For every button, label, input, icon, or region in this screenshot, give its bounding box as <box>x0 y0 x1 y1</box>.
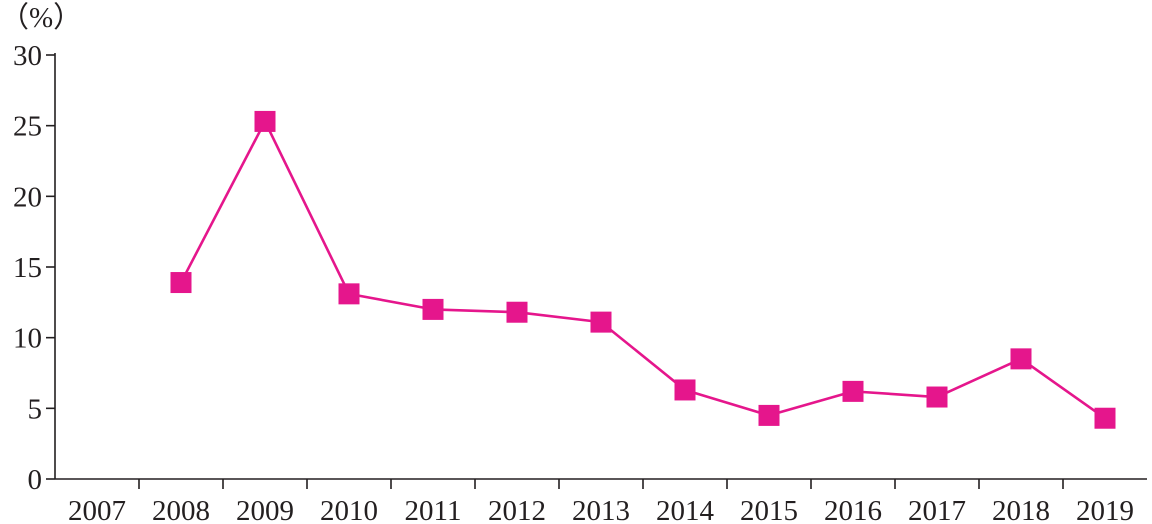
y-tick-label: 20 <box>13 181 42 213</box>
x-tick-label: 2015 <box>740 495 798 524</box>
series-line <box>179 120 1106 420</box>
x-tick-label: 2013 <box>572 495 630 524</box>
axes <box>54 53 1147 480</box>
x-tick-label: 2010 <box>320 495 378 524</box>
data-point-marker <box>926 386 948 408</box>
y-axis-ticks: 0 5 10 15 20 25 30 <box>13 40 55 496</box>
data-point-marker <box>1010 348 1032 370</box>
data-point-marker <box>590 311 612 333</box>
x-tick-label: 2017 <box>908 495 966 524</box>
data-point-marker <box>338 283 360 305</box>
data-point-marker <box>254 110 276 132</box>
series-group <box>170 110 1116 429</box>
x-tick-label: 2014 <box>656 495 715 524</box>
y-axis-unit-label: （%） <box>0 2 82 34</box>
x-tick-label: 2007 <box>68 495 126 524</box>
y-tick-label: 30 <box>13 40 42 72</box>
data-point-marker <box>842 380 864 402</box>
x-tick-label: 2012 <box>488 495 546 524</box>
data-point-marker <box>674 379 696 401</box>
y-tick-label: 10 <box>13 323 42 355</box>
x-tick-label: 2011 <box>405 495 462 524</box>
y-tick-label: 5 <box>28 393 43 425</box>
data-point-marker <box>170 272 192 294</box>
x-tick-label: 2016 <box>824 495 882 524</box>
x-axis-ticks: 2007 2008 2009 2010 2011 2012 2013 2014 2015 2016… <box>68 479 1134 524</box>
data-point-marker <box>506 301 528 323</box>
y-tick-label: 15 <box>13 252 42 284</box>
x-tick-label: 2018 <box>992 495 1050 524</box>
x-tick-label: 2009 <box>236 495 294 524</box>
data-point-marker <box>758 404 780 426</box>
y-tick-label: 25 <box>13 111 42 143</box>
y-tick-label: 0 <box>28 464 43 496</box>
x-tick-label: 2008 <box>152 495 210 524</box>
x-tick-label: 2019 <box>1076 495 1134 524</box>
data-point-marker <box>422 298 444 320</box>
data-point-marker <box>1094 407 1116 429</box>
